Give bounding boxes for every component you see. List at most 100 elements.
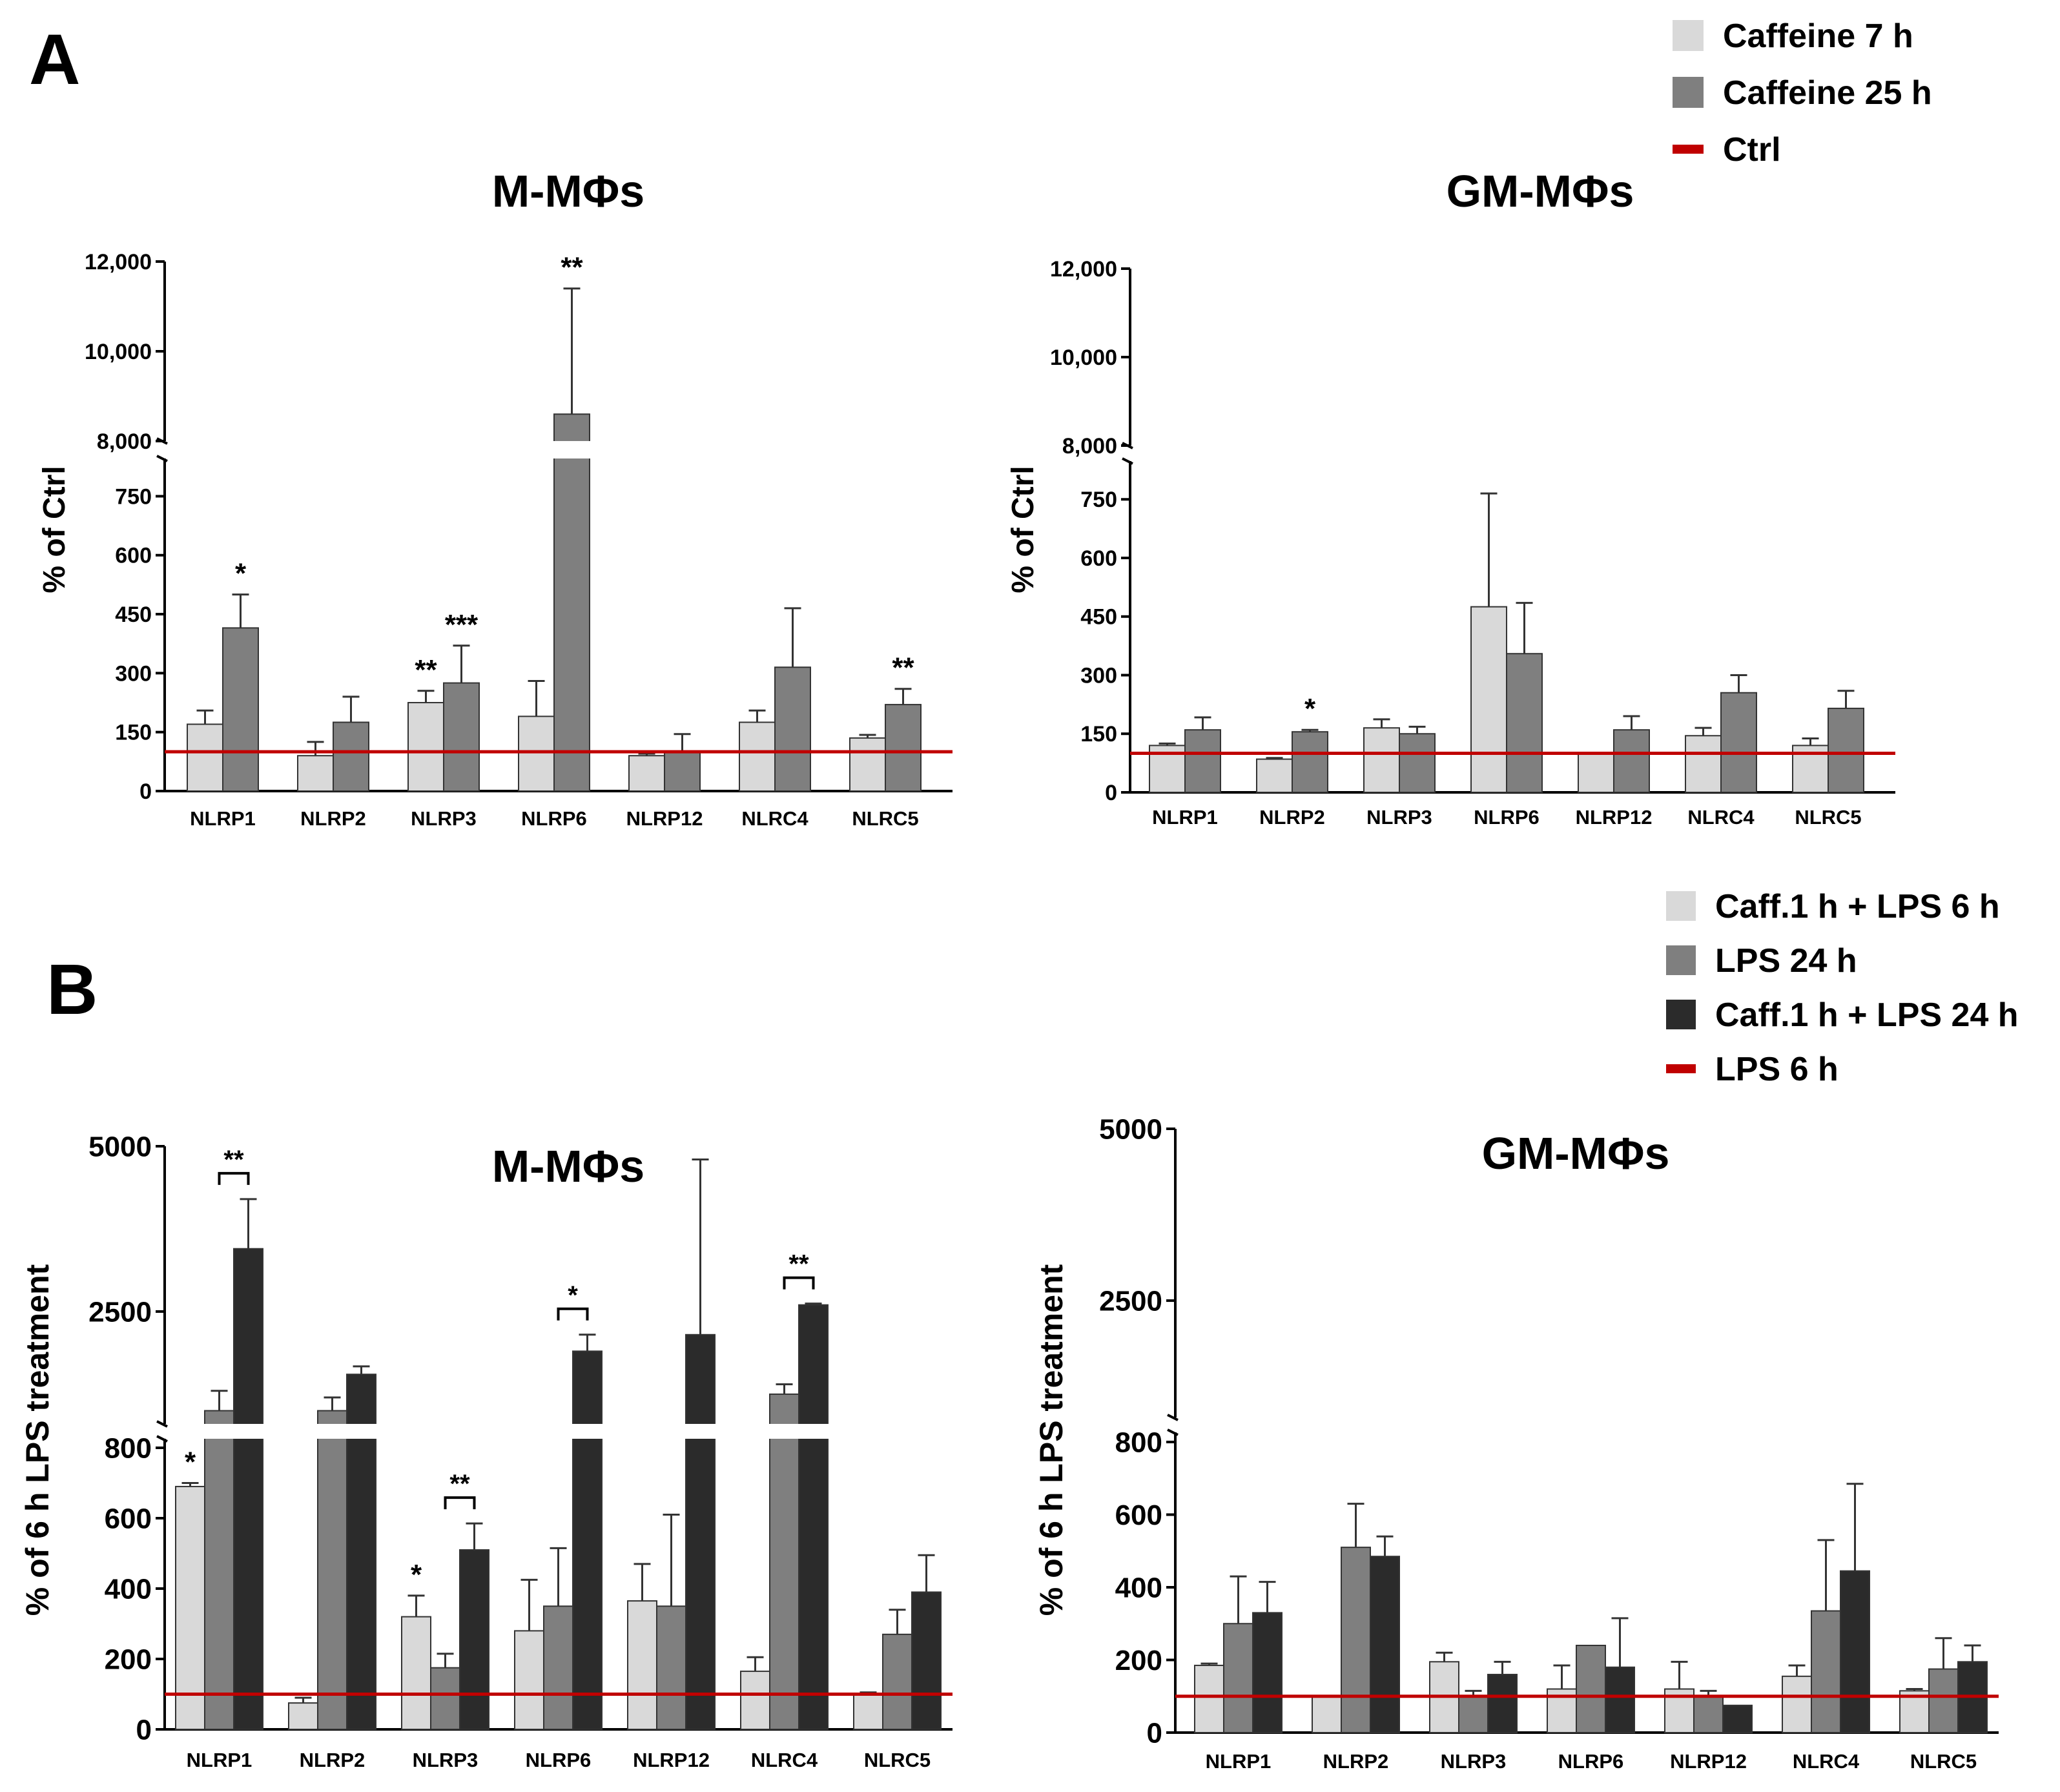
legend-line-swatch — [1673, 145, 1704, 154]
legend-swatch — [1673, 77, 1704, 108]
bar-nlrp12-s1 — [656, 1605, 686, 1730]
bar-nlrp6-s1 — [1506, 653, 1543, 793]
significance-label: ** — [788, 1250, 809, 1279]
y-tick-label: 400 — [1115, 1572, 1162, 1603]
x-tick-label: NLRC5 — [864, 1749, 931, 1771]
bar-nlrp1-s2 — [233, 1248, 263, 1730]
bar-nlrp1-s1 — [204, 1410, 234, 1731]
bar-nlrp2-s1 — [1341, 1547, 1371, 1733]
y-axis-label: % of Ctrl — [1006, 466, 1040, 593]
y-tick-label: 10,000 — [85, 340, 152, 364]
x-tick-label: NLRP6 — [1558, 1750, 1624, 1773]
charts: M-MΦs % of Ctrl 0 150 300 450 600 750 8,000 10,00… — [19, 166, 1999, 1773]
x-tick-label: NLRP3 — [411, 807, 477, 830]
significance-label: * — [235, 558, 247, 590]
legend-label: Ctrl — [1723, 131, 1781, 169]
x-tick-label: NLRP12 — [1576, 806, 1653, 829]
panel-a-letter: A — [29, 20, 80, 99]
y-tick-label: 12,000 — [85, 250, 152, 274]
x-tick-label: NLRP1 — [1206, 1750, 1272, 1773]
y-tick-label: 200 — [105, 1643, 152, 1675]
y-tick-label: 8,000 — [1062, 434, 1117, 458]
y-tick-label: 5000 — [1099, 1113, 1162, 1145]
bar-nlrp3-s0 — [407, 702, 444, 792]
bar-nlrp2-s0 — [1312, 1695, 1342, 1733]
bar-nlrp1-s1 — [1184, 729, 1221, 793]
significance-bracket — [218, 1171, 250, 1185]
bar-nlrp6-s2 — [572, 1350, 603, 1730]
legend-panel-a: Caffeine 7 h Caffeine 25 h Ctrl — [1673, 17, 1932, 169]
x-tick-label: NLRP3 — [1441, 1750, 1507, 1773]
bar-nlrp2-s1 — [317, 1410, 347, 1731]
bar-nlrc5-s0 — [849, 737, 886, 792]
bar-nlrp2-s2 — [1370, 1556, 1400, 1733]
chart-title: M-MΦs — [492, 1141, 644, 1191]
significance-label: ** — [892, 652, 914, 684]
bar-nlrc4-s1 — [774, 666, 811, 792]
bar-nlrp3-s1 — [1458, 1695, 1488, 1733]
bar-nlrp2-s1 — [1292, 731, 1328, 793]
legend-swatch — [1666, 1000, 1696, 1029]
y-tick-label: 5000 — [88, 1131, 152, 1162]
x-tick-label: NLRP1 — [187, 1749, 252, 1771]
x-tick-label: NLRC5 — [852, 807, 918, 830]
x-tick-label: NLRP3 — [413, 1749, 479, 1771]
bar-nlrp3-s2 — [1487, 1674, 1518, 1733]
bar-break-gap — [204, 1424, 234, 1439]
bar-nlrp1-s0 — [1194, 1664, 1224, 1733]
chart-m-mphs-b: M-MΦs % of 6 h LPS treatment 0 200 400 600 800… — [19, 1131, 953, 1771]
bar-nlrp3-s1 — [1399, 733, 1436, 793]
chart-gm-mphs-a: GM-MΦs % of Ctrl 0 150 300 450 600 750 8,000 10,0… — [1006, 166, 1895, 829]
y-tick-label: 800 — [105, 1432, 152, 1464]
bar-nlrc4-s1 — [769, 1393, 799, 1730]
bar-nlrp3-s1 — [443, 682, 480, 792]
significance-bracket — [444, 1496, 476, 1510]
x-tick-label: NLRC4 — [1793, 1750, 1860, 1773]
y-tick-label: 300 — [115, 661, 152, 686]
x-tick-label: NLRC5 — [1795, 806, 1861, 829]
legend-swatch — [1673, 20, 1704, 51]
bar-nlrc5-s0 — [853, 1693, 883, 1730]
bar-break-gap — [769, 1424, 799, 1439]
y-tick-label: 8,000 — [97, 429, 152, 454]
bar-nlrc4-s0 — [740, 1671, 770, 1730]
x-tick-label: NLRC4 — [741, 807, 809, 830]
chart-m-mphs-a: M-MΦs % of Ctrl 0 150 300 450 600 750 8,000 10,00… — [37, 166, 953, 830]
bar-nlrc4-s2 — [798, 1304, 829, 1730]
bar-nlrp1-s1 — [1223, 1623, 1253, 1733]
x-tick-label: NLRP12 — [626, 807, 703, 830]
y-axis-label: % of 6 h LPS treatment — [19, 1264, 56, 1616]
bar-nlrp6-s0 — [518, 716, 555, 792]
legend-label: LPS 6 h — [1715, 1051, 1839, 1088]
y-tick-label: 12,000 — [1050, 257, 1117, 282]
bar-nlrp6-s1 — [553, 413, 590, 792]
legend-label: Caffeine 25 h — [1723, 74, 1932, 112]
x-tick-label: NLRP2 — [300, 1749, 366, 1771]
chart-title: GM-MΦs — [1482, 1128, 1670, 1179]
axis-break-mark — [156, 1420, 168, 1428]
bar-nlrp3-s2 — [459, 1549, 489, 1731]
y-tick-label: 450 — [1080, 605, 1117, 630]
significance-label: * — [568, 1281, 578, 1310]
bar-nlrp12-s2 — [1722, 1704, 1753, 1733]
x-tick-label: NLRP12 — [1670, 1750, 1747, 1773]
significance-bracket — [557, 1307, 589, 1321]
x-tick-label: NLRP6 — [526, 1749, 592, 1771]
panel-b-letter: B — [46, 950, 98, 1029]
bar-nlrp1-s0 — [187, 723, 223, 792]
bar-nlrc5-s1 — [885, 704, 922, 792]
y-tick-label: 600 — [115, 544, 152, 568]
bar-nlrc4-s2 — [1840, 1570, 1870, 1733]
bar-nlrp6-s0 — [514, 1630, 544, 1730]
bar-nlrp2-s0 — [297, 755, 334, 792]
significance-label: ** — [223, 1146, 244, 1174]
y-tick-label: 600 — [1080, 546, 1117, 571]
bar-nlrp2-s0 — [1256, 758, 1293, 793]
y-tick-label: 450 — [115, 602, 152, 627]
y-axis-label: % of Ctrl — [37, 466, 72, 593]
y-tick-label: 600 — [1115, 1499, 1162, 1531]
x-tick-label: NLRP2 — [300, 807, 366, 830]
bar-nlrp6-s1 — [1576, 1645, 1606, 1733]
y-tick-label: 300 — [1080, 663, 1117, 688]
